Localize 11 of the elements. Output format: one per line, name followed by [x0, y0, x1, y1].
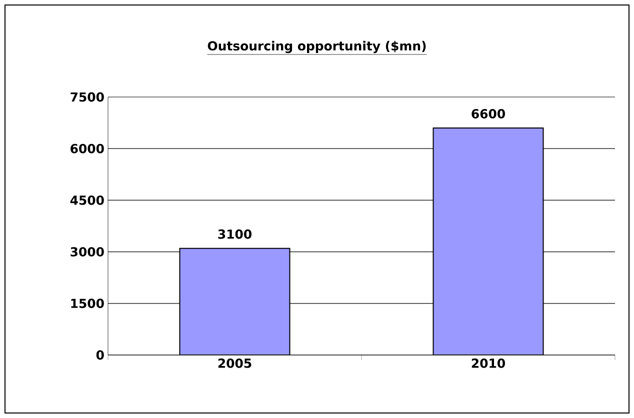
x-tick-label: 2005 [218, 358, 252, 368]
data-label: 3100 [218, 229, 252, 239]
x-tick-label: 2010 [472, 358, 505, 368]
y-tick-label: 0 [96, 350, 104, 360]
y-tick-label: 3000 [70, 247, 104, 257]
y-tick-label: 7500 [70, 92, 104, 102]
y-tick-label: 4500 [70, 195, 104, 205]
y-tick-label: 1500 [71, 298, 104, 308]
data-label: 6600 [472, 109, 505, 118]
y-tick-label: 6000 [70, 144, 104, 154]
chart-title: Outsourcing opportunity ($mn) [208, 40, 426, 54]
